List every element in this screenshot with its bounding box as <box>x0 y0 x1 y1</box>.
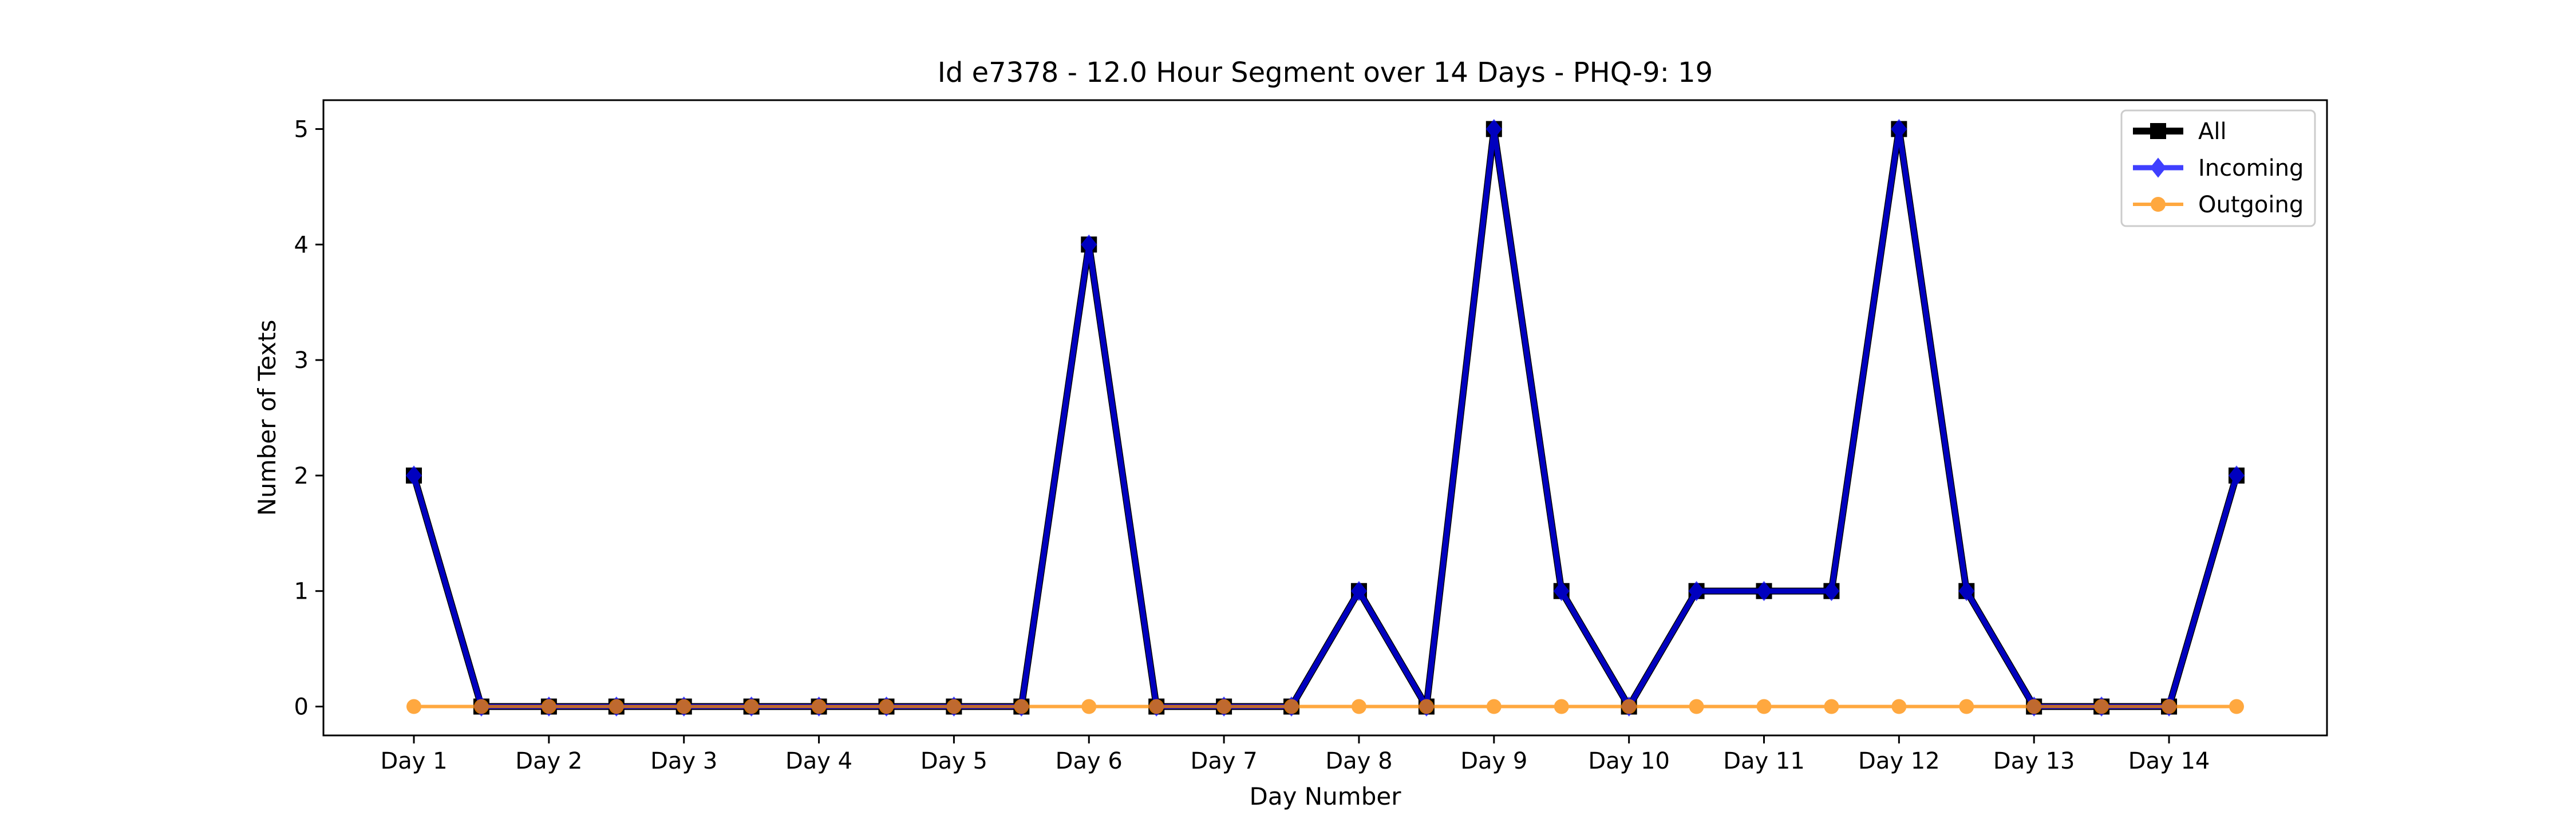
data-point <box>1554 699 1569 714</box>
legend-marker <box>2151 197 2166 212</box>
x-tick-label: Day 10 <box>1588 748 1670 774</box>
legend: All Incoming Outgoing <box>2120 109 2316 227</box>
data-point <box>2094 699 2109 714</box>
data-point <box>1891 699 1907 714</box>
x-axis-label: Day Number <box>1249 782 1401 810</box>
y-tick-label: 0 <box>294 694 309 721</box>
y-tick-label: 1 <box>294 579 309 605</box>
data-point <box>2228 465 2245 486</box>
y-tick-label: 2 <box>294 463 309 489</box>
plot-area <box>323 100 2327 735</box>
x-axis: Day 1 Day 2 Day 3 Day 4 Day 5 Day 6 Day 7 Day 8… <box>380 735 2210 774</box>
x-tick-label: Day 5 <box>920 748 987 774</box>
y-tick-label: 5 <box>294 116 309 143</box>
data-point <box>1081 699 1097 714</box>
data-point <box>1014 699 1029 714</box>
legend-item <box>2133 197 2183 212</box>
legend-item <box>2133 123 2183 139</box>
x-tick-label: Day 8 <box>1325 748 1392 774</box>
data-point <box>1824 699 1839 714</box>
legend-item <box>2133 157 2183 178</box>
data-point <box>1689 699 1704 714</box>
data-point <box>1486 699 1502 714</box>
x-tick-label: Day 7 <box>1191 748 1258 774</box>
data-point <box>2162 699 2177 714</box>
y-axis: 0 1 2 3 4 5 <box>294 116 323 721</box>
x-tick-label: Day 2 <box>515 748 582 774</box>
data-point <box>473 699 489 714</box>
y-tick-label: 4 <box>294 232 309 258</box>
y-tick-label: 3 <box>294 347 309 374</box>
data-point <box>744 699 759 714</box>
plot-frame <box>322 99 2328 737</box>
data-point <box>1823 581 1840 602</box>
data-point <box>1553 581 1570 602</box>
data-point <box>1958 581 1975 602</box>
x-tick-label: Day 9 <box>1460 748 1527 774</box>
data-point <box>1485 118 1502 139</box>
data-point <box>406 699 422 714</box>
data-point <box>1688 581 1705 602</box>
data-point <box>541 699 556 714</box>
x-tick-label: Day 14 <box>2128 748 2210 774</box>
x-tick-label: Day 13 <box>1993 748 2075 774</box>
data-point <box>1081 234 1097 255</box>
data-point <box>676 699 692 714</box>
data-point <box>1351 699 1366 714</box>
data-point <box>1216 699 1232 714</box>
legend-label: All <box>2198 118 2227 145</box>
series-outgoing <box>406 699 2244 714</box>
x-tick-label: Day 4 <box>785 748 852 774</box>
chart-title: Id e7378 - 12.0 Hour Segment over 14 Day… <box>938 57 1713 89</box>
data-point <box>811 699 827 714</box>
data-point <box>946 699 962 714</box>
x-tick-label: Day 11 <box>1723 748 1805 774</box>
y-axis-label: Number of Texts <box>253 320 281 516</box>
data-point <box>879 699 894 714</box>
data-point <box>1959 699 1974 714</box>
x-tick-label: Day 12 <box>1858 748 1940 774</box>
data-point <box>1350 581 1367 602</box>
data-point <box>1419 699 1434 714</box>
data-point <box>1756 699 1772 714</box>
data-point <box>1149 699 1164 714</box>
series-layer <box>406 118 2245 717</box>
data-point <box>406 465 422 486</box>
legend-label: Incoming <box>2198 155 2304 181</box>
data-point <box>2026 699 2042 714</box>
data-point <box>2229 699 2244 714</box>
legend-label: Outgoing <box>2198 192 2304 218</box>
legend-box <box>2120 109 2316 227</box>
legend-marker <box>2150 123 2166 139</box>
x-tick-label: Day 6 <box>1056 748 1123 774</box>
data-point <box>1284 699 1299 714</box>
data-point <box>1891 118 1907 139</box>
x-tick-label: Day 1 <box>380 748 447 774</box>
data-point <box>1756 581 1772 602</box>
legend-marker <box>2150 157 2166 178</box>
x-tick-label: Day 3 <box>650 748 717 774</box>
data-point <box>609 699 624 714</box>
data-point <box>1621 699 1637 714</box>
